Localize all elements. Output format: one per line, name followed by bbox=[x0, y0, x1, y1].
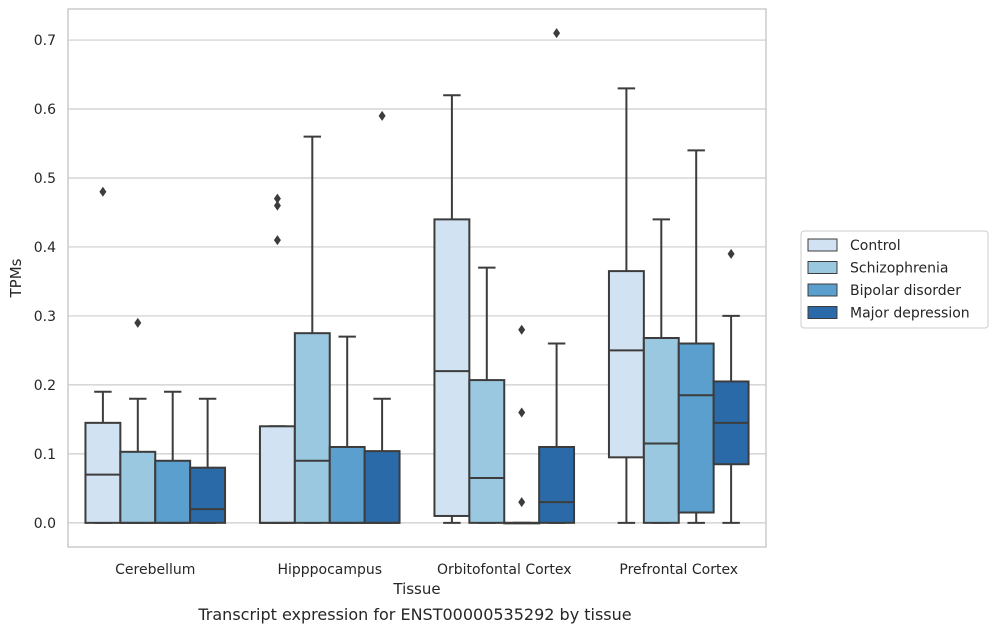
box-iqr bbox=[293, 332, 331, 524]
outlier-point bbox=[727, 248, 735, 259]
gridlines bbox=[68, 39, 766, 524]
box-groups bbox=[84, 28, 750, 525]
legend-item: Control bbox=[807, 238, 901, 254]
box-iqr bbox=[189, 466, 227, 524]
box-0-2 bbox=[154, 390, 192, 524]
x-tick-label: Prefrontal Cortex bbox=[619, 562, 738, 578]
x-tick-label: Orbitofontal Cortex bbox=[437, 562, 572, 578]
legend-item: Bipolar disorder bbox=[807, 283, 961, 299]
legend-item: Schizophrenia bbox=[807, 261, 948, 277]
y-tick-label: 0.7 bbox=[34, 33, 56, 49]
box-1-1 bbox=[293, 135, 331, 524]
box-2-2 bbox=[503, 324, 541, 525]
legend-swatch bbox=[807, 283, 838, 297]
outlier-point bbox=[518, 324, 526, 335]
outlier-point bbox=[518, 407, 526, 418]
outlier-point bbox=[134, 317, 142, 328]
y-tick-label: 0.4 bbox=[34, 240, 56, 256]
outlier-point bbox=[99, 186, 107, 197]
x-tick-labels: Cerebellum Hipppocampus Orbitofontal Corte… bbox=[115, 562, 738, 578]
legend-label: Control bbox=[850, 238, 901, 254]
box-2-3 bbox=[538, 28, 576, 524]
legend-label: Major depression bbox=[850, 306, 970, 322]
box-3-0 bbox=[607, 87, 645, 524]
box-0-1 bbox=[119, 317, 157, 524]
y-tick-label: 0.1 bbox=[34, 447, 56, 463]
legend-swatch bbox=[807, 306, 838, 319]
box-1-3 bbox=[363, 110, 401, 524]
box-iqr bbox=[258, 425, 296, 524]
x-tick-label: Hipppocampus bbox=[277, 562, 382, 578]
box-iqr bbox=[538, 445, 576, 524]
box-0-3 bbox=[189, 397, 227, 524]
box-iqr bbox=[363, 450, 401, 524]
outlier-point bbox=[273, 193, 281, 204]
box-2-1 bbox=[468, 266, 506, 524]
legend-label: Schizophrenia bbox=[850, 261, 948, 277]
y-axis-label: TPMs bbox=[7, 258, 25, 298]
box-3-2 bbox=[677, 149, 715, 524]
outlier-point bbox=[273, 200, 281, 211]
legend-frame bbox=[800, 230, 989, 329]
box-iqr bbox=[433, 218, 471, 517]
box-iqr bbox=[677, 342, 715, 514]
y-tick-label: 0.3 bbox=[34, 309, 56, 325]
box-iqr bbox=[154, 459, 192, 524]
outlier-point bbox=[553, 28, 561, 39]
plot-area-frame bbox=[67, 8, 767, 548]
box-3-3 bbox=[712, 248, 750, 524]
legend-item: Major depression bbox=[807, 306, 970, 322]
box-0-0 bbox=[84, 186, 122, 524]
y-tick-label: 0.0 bbox=[34, 516, 56, 532]
outlier-point bbox=[378, 110, 386, 121]
box-2-0 bbox=[433, 94, 471, 524]
y-tick-label: 0.6 bbox=[34, 102, 56, 118]
box-3-1 bbox=[642, 218, 680, 524]
box-1-0 bbox=[258, 193, 296, 524]
legend-swatch bbox=[807, 238, 838, 252]
box-iqr bbox=[119, 450, 157, 524]
outlier-point bbox=[273, 235, 281, 246]
x-axis-label: Tissue bbox=[392, 580, 440, 598]
outlier-point bbox=[518, 497, 526, 508]
box-iqr bbox=[468, 379, 506, 524]
x-tick-label: Cerebellum bbox=[115, 562, 195, 578]
y-tick-label: 0.2 bbox=[34, 378, 56, 394]
box-iqr bbox=[84, 421, 122, 524]
figure-caption: Transcript expression for ENST0000053529… bbox=[198, 605, 632, 624]
legend-swatch bbox=[807, 261, 838, 274]
box-iqr bbox=[607, 270, 645, 459]
y-tick-labels: 0.0 0.1 0.2 0.3 0.4 0.5 0.6 0.7 bbox=[34, 33, 56, 532]
box-1-2 bbox=[328, 335, 366, 524]
legend: Control Schizophrenia Bipolar disorder Majo… bbox=[800, 230, 989, 329]
box-iqr bbox=[642, 337, 680, 524]
legend-label: Bipolar disorder bbox=[850, 283, 961, 299]
box-iqr bbox=[328, 445, 366, 524]
y-tick-label: 0.5 bbox=[34, 171, 56, 187]
